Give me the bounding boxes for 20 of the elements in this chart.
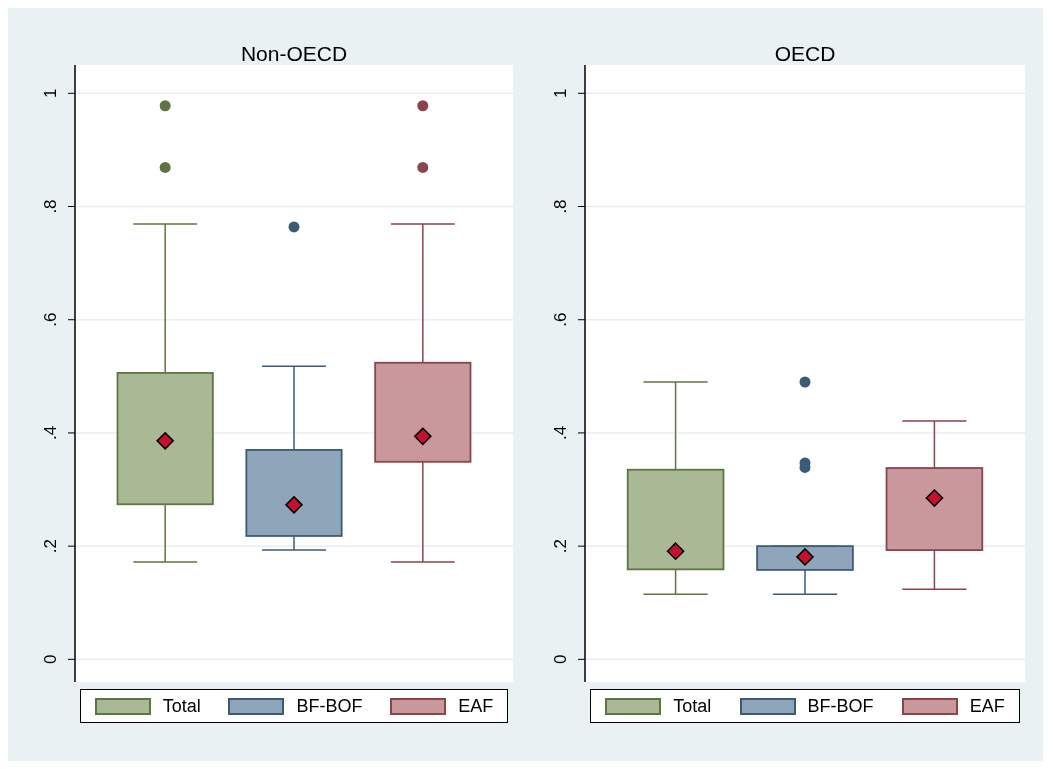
y-tick-label: .8	[41, 199, 60, 214]
y-tick-label: .8	[551, 199, 570, 214]
y-tick-label: .4	[551, 425, 570, 441]
legend-label: Total	[673, 695, 712, 717]
chart-title: Non-OECD	[239, 42, 349, 66]
y-tick-label: .6	[551, 312, 570, 327]
legend-label: Total	[162, 695, 201, 717]
y-tick-label: .2	[551, 539, 570, 554]
y-tick-label: .2	[41, 539, 60, 554]
y-tick-label: .4	[41, 425, 60, 441]
y-tick-label: 1	[551, 88, 570, 99]
chart-title: OECD	[773, 42, 837, 66]
y-tick-label: 0	[41, 654, 60, 665]
legend-label: EAF	[458, 695, 494, 717]
y-tick-label: 1	[41, 88, 60, 99]
y-tick-label: 0	[551, 654, 570, 665]
y-tick-label: .6	[41, 312, 60, 327]
legend-label: BF-BOF	[296, 695, 363, 717]
legend-label: EAF	[969, 695, 1005, 717]
legend-label: BF-BOF	[807, 695, 874, 717]
